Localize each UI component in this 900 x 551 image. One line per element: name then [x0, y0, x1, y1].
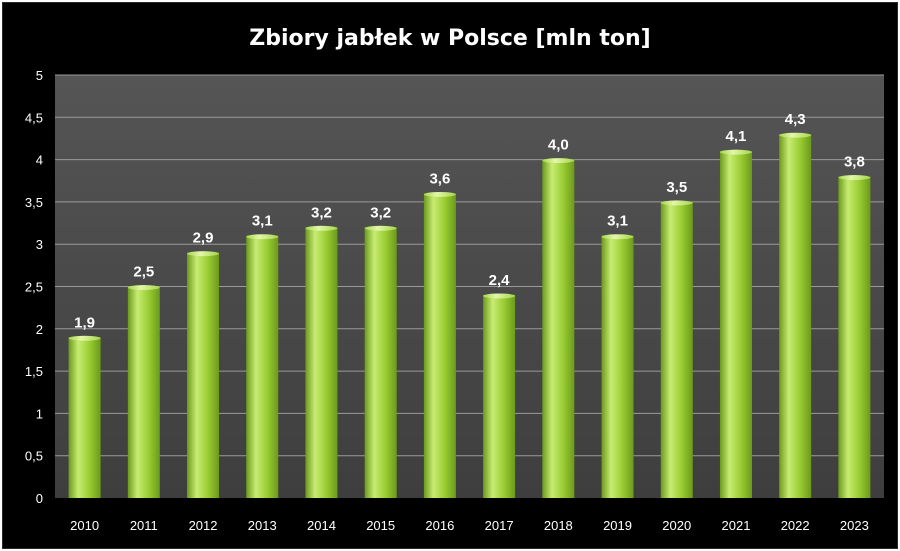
bar-cap [423, 191, 456, 197]
bar-chart: Zbiory jabłek w Polsce [mln ton] 0 0,5 1 1,… [25, 26, 884, 533]
data-label: 3,5 [666, 179, 687, 196]
x-tick-label: 2018 [544, 518, 573, 533]
y-tick-label: 3,5 [25, 195, 43, 210]
x-tick-label: 2013 [248, 518, 277, 533]
bar-2016 [423, 191, 456, 498]
bar [660, 201, 693, 498]
bar-cap [719, 149, 752, 155]
data-label: 4,1 [726, 128, 747, 145]
bar [838, 176, 871, 498]
x-tick-label: 2010 [70, 518, 99, 533]
bar-cap [364, 225, 397, 231]
y-tick-label: 5 [36, 68, 43, 83]
bar [779, 134, 812, 498]
y-tick-label: 4,5 [25, 110, 43, 125]
data-label: 4,3 [785, 111, 806, 128]
data-label: 2,5 [133, 264, 154, 281]
bar [246, 235, 279, 499]
x-tick-label: 2011 [130, 518, 158, 533]
bar [423, 193, 456, 498]
bar-cap [305, 225, 338, 231]
data-label: 2,4 [489, 272, 511, 289]
bar [483, 294, 516, 498]
data-label: 1,9 [74, 314, 95, 331]
bar [68, 337, 101, 498]
x-axis: 2010 2011 2012 2013 2014 2015 2016 2017 2018 2019… [70, 518, 869, 533]
bar-cap [68, 335, 101, 341]
bar [364, 227, 397, 498]
bar-cap [246, 234, 279, 240]
data-label: 3,1 [607, 213, 628, 230]
x-tick-label: 2021 [722, 518, 751, 533]
x-tick-label: 2017 [485, 518, 514, 533]
bar-cap [187, 251, 220, 257]
bar [542, 159, 575, 498]
data-label: 3,8 [844, 154, 865, 171]
bar-2023 [838, 175, 871, 498]
y-tick-label: 0,5 [25, 449, 43, 464]
bar-2021 [719, 149, 752, 498]
bar [719, 151, 752, 498]
bar-2015 [364, 225, 397, 498]
bar [601, 235, 634, 499]
bar [305, 227, 338, 498]
x-tick-label: 2020 [662, 518, 691, 533]
x-tick-label: 2016 [425, 518, 454, 533]
bar [187, 252, 220, 498]
y-tick-label: 1,5 [25, 364, 43, 379]
bar [127, 286, 160, 498]
bar-2010 [68, 335, 101, 498]
y-axis: 0 0,5 1 1,5 2 2,5 3 3,5 4 4,5 5 [25, 68, 43, 506]
y-tick-label: 0 [36, 491, 43, 506]
bar-2022 [779, 132, 812, 498]
y-tick-label: 2 [36, 322, 43, 337]
bar-2019 [601, 234, 634, 499]
x-tick-label: 2022 [781, 518, 810, 533]
bar-2018 [542, 158, 575, 498]
bar-cap [779, 132, 812, 138]
y-tick-label: 3 [36, 237, 43, 252]
data-label: 3,1 [252, 213, 273, 230]
data-label: 4,0 [548, 137, 569, 154]
bar-cap [601, 234, 634, 240]
bar-2017 [483, 293, 516, 498]
x-tick-label: 2023 [840, 518, 869, 533]
bar-2011 [127, 285, 160, 498]
data-label: 3,2 [311, 204, 332, 221]
data-label: 3,2 [370, 204, 391, 221]
data-label: 3,6 [429, 170, 450, 187]
bars [68, 132, 871, 499]
bar-2013 [246, 234, 279, 499]
y-tick-label: 1 [36, 406, 43, 421]
data-labels: 1,9 2,5 2,9 3,1 3,2 3,2 3,6 2,4 4,0 3,1 3,5 4,1 4,3 3… [74, 111, 865, 331]
bar-cap [483, 293, 516, 299]
bar-cap [660, 200, 693, 206]
y-tick-label: 4 [36, 153, 43, 168]
x-tick-label: 2012 [189, 518, 218, 533]
chart-title: Zbiory jabłek w Polsce [mln ton] [249, 26, 650, 51]
x-tick-label: 2015 [366, 518, 395, 533]
data-label: 2,9 [193, 230, 214, 247]
x-tick-label: 2019 [603, 518, 632, 533]
bar-2014 [305, 225, 338, 498]
bar-cap [127, 285, 160, 290]
bar-2012 [187, 251, 220, 498]
bar-cap [542, 158, 575, 164]
bar-cap [838, 175, 871, 181]
x-tick-label: 2014 [307, 518, 336, 533]
bar-2020 [660, 200, 693, 498]
y-tick-label: 2,5 [25, 280, 43, 295]
